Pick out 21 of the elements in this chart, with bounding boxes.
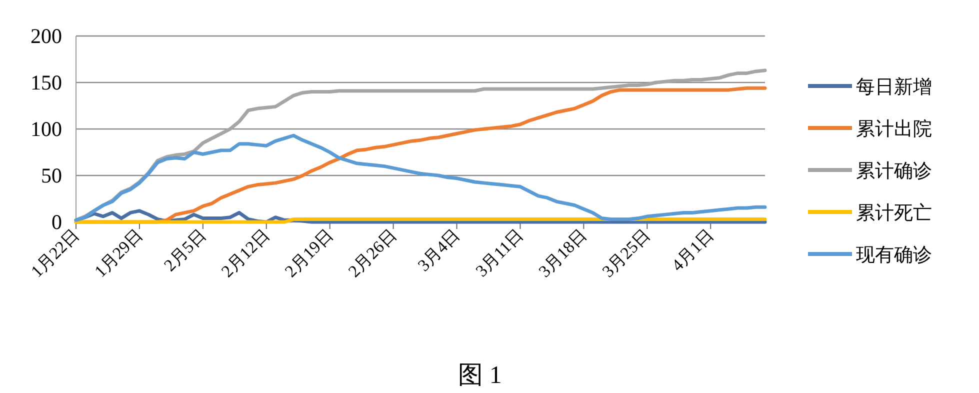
x-tick-label: 2月26日 [344,225,400,281]
x-tick-label: 3月25日 [598,225,654,281]
x-tick-label: 3月11日 [472,225,528,280]
legend-label: 现有确诊 [856,244,932,266]
legend-label: 累计死亡 [856,202,932,224]
y-tick-label: 100 [30,117,62,141]
legend-label: 每日新增 [856,76,932,98]
caption: 图 1 [458,362,502,389]
x-tick-label: 1月29日 [90,225,146,281]
x-tick-label: 2月5日 [160,225,210,275]
x-tick-label: 3月18日 [535,225,591,281]
x-tick-label: 2月12日 [218,225,274,281]
y-tick-label: 150 [30,70,62,94]
x-tick-label: 4月1日 [668,225,718,275]
y-tick-label: 0 [52,210,62,234]
x-tick-label: 3月4日 [414,225,464,275]
legend-label: 累计出院 [856,118,932,140]
y-tick-label: 200 [30,24,62,48]
y-tick-label: 50 [41,164,62,188]
x-tick-label: 2月19日 [281,225,337,281]
legend-label: 累计确诊 [856,160,932,182]
